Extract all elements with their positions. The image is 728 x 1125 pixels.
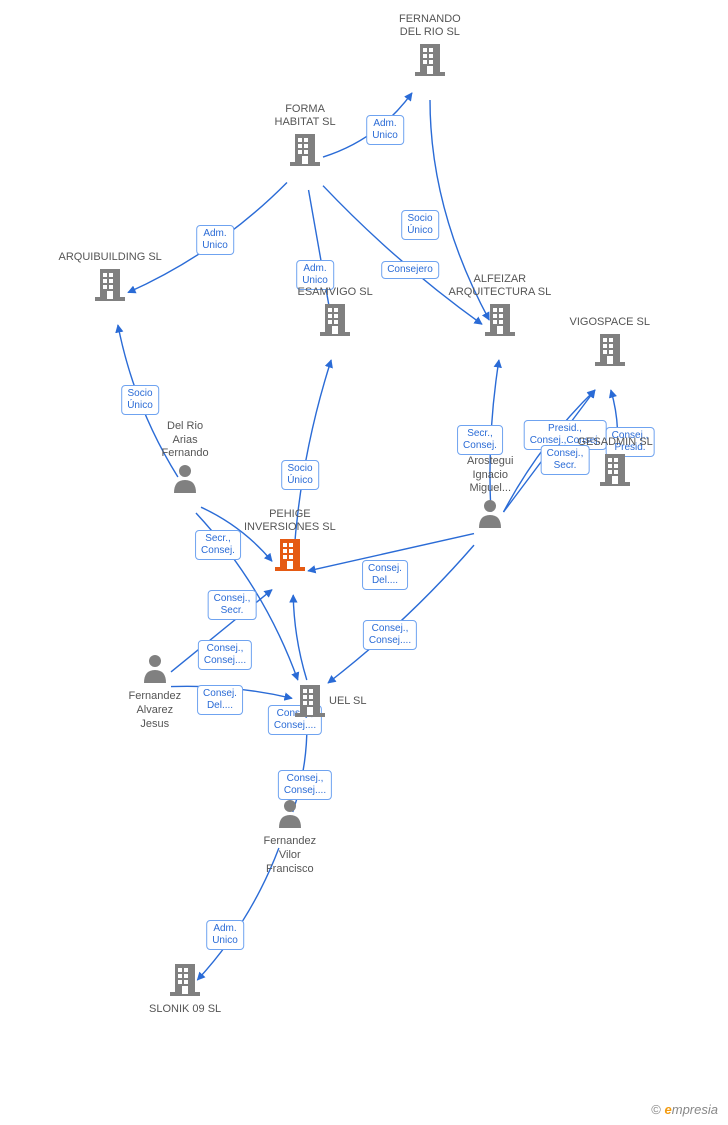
node-label: Fernandez Alvarez Jesus (129, 690, 182, 731)
node-forma_habitat_sl[interactable]: FORMA HABITAT SL (275, 103, 336, 172)
edge-label: Socio Único (401, 210, 439, 240)
building-icon (595, 353, 625, 370)
diagram-canvas: Adm. Unico Socio Único Adm. Unico Adm. Unic… (0, 0, 728, 1125)
brand-letter: e (665, 1102, 672, 1117)
node-arquibuilding_sl[interactable]: ARQUIBUILDING SL (59, 251, 162, 306)
person-icon (277, 815, 303, 832)
node-label: FERNANDO DEL RIO SL (399, 13, 461, 41)
node-fernandez_alvarez[interactable]: Fernandez Alvarez Jesus (129, 653, 182, 731)
edge-label: Socio Único (281, 460, 319, 490)
node-label: VIGOSPACE SL (570, 316, 651, 330)
edge-label: Consej. Del.... (197, 685, 243, 715)
building-icon (295, 683, 325, 722)
building-icon (320, 323, 350, 340)
edge-label: Adm. Unico (206, 920, 244, 950)
edge-label: Adm. Unico (366, 115, 404, 145)
building-icon (290, 153, 320, 170)
node-pehige[interactable]: PEHIGE INVERSIONES SL (244, 508, 336, 577)
node-label: Del Rio Arias Fernando (162, 420, 209, 461)
edge-label: Secr., Consej. (195, 530, 241, 560)
node-label: SLONIK 09 SL (149, 1003, 221, 1017)
node-label: ARQUIBUILDING SL (59, 251, 162, 265)
node-esamvigo_sl[interactable]: ESAMVIGO SL (298, 286, 373, 341)
node-vigospace_sl[interactable]: VIGOSPACE SL (570, 316, 651, 371)
node-fernandez_vilor[interactable]: Fernandez Vilor Francisco (264, 798, 317, 876)
edge-label: Consej. Del.... (362, 560, 408, 590)
building-icon (275, 558, 305, 575)
node-label: ALFEIZAR ARQUITECTURA SL (449, 273, 552, 301)
edge-label: Consej., Secr. (208, 590, 257, 620)
edge-label: Consej., Consej.... (198, 640, 252, 670)
person-icon (142, 670, 168, 687)
edge-label: Consejero (381, 261, 439, 279)
edge-label: Socio Único (121, 385, 159, 415)
edge-label: Secr., Consej. (457, 425, 503, 455)
building-icon (170, 983, 200, 1000)
node-label: Arostegui Ignacio Miguel... (467, 455, 513, 496)
node-alfeizar_sl[interactable]: ALFEIZAR ARQUITECTURA SL (449, 273, 552, 342)
node-label: GESADMIN SL (578, 436, 653, 450)
node-uel_sl[interactable]: UEL SL (295, 683, 367, 722)
node-del_rio_arias[interactable]: Del Rio Arias Fernando (162, 420, 209, 498)
building-icon (415, 63, 445, 80)
node-label: UEL SL (329, 695, 367, 709)
edge-label: Consej., Consej.... (278, 770, 332, 800)
edge-label: Consej., Consej.... (363, 620, 417, 650)
edge-label: Adm. Unico (196, 225, 234, 255)
person-icon (477, 515, 503, 532)
building-icon (600, 473, 630, 490)
node-fernando_del_rio_sl[interactable]: FERNANDO DEL RIO SL (399, 13, 461, 82)
watermark: © empresia (651, 1102, 718, 1117)
node-label: FORMA HABITAT SL (275, 103, 336, 131)
copyright-symbol: © (651, 1102, 661, 1117)
person-icon (172, 480, 198, 497)
node-arostegui[interactable]: Arostegui Ignacio Miguel... (467, 455, 513, 533)
node-label: Fernandez Vilor Francisco (264, 835, 317, 876)
node-slonik[interactable]: SLONIK 09 SL (149, 962, 221, 1017)
brand-rest: mpresia (672, 1102, 718, 1117)
node-gesadmin_sl[interactable]: GESADMIN SL (578, 436, 653, 491)
node-label: ESAMVIGO SL (298, 286, 373, 300)
building-icon (485, 323, 515, 340)
edge (293, 595, 307, 680)
building-icon (95, 288, 125, 305)
node-label: PEHIGE INVERSIONES SL (244, 508, 336, 536)
